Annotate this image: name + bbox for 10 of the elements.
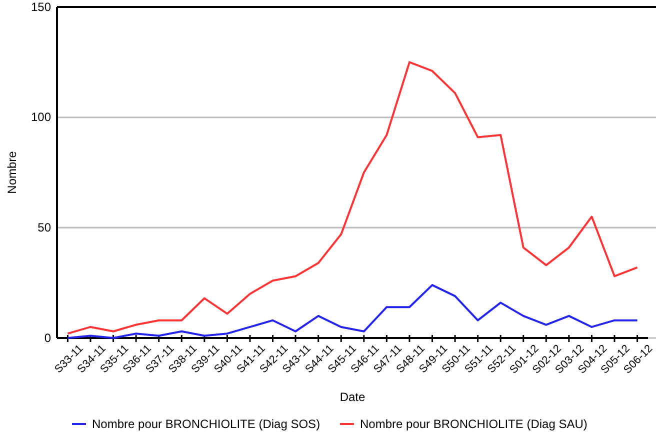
y-tick-label: 150 [30,0,52,14]
y-tick-label: 0 [44,330,52,345]
y-axis-title: Nombre [5,150,19,194]
line-series [66,284,638,339]
legend-label: Nombre pour BRONCHIOLITE (Diag SAU) [360,417,588,431]
legend-label: Nombre pour BRONCHIOLITE (Diag SOS) [92,417,320,431]
y-tick-label: 100 [30,110,52,124]
line-series [66,61,638,335]
x-axis-title: Date [340,390,366,404]
y-tick-label: 50 [38,220,52,235]
